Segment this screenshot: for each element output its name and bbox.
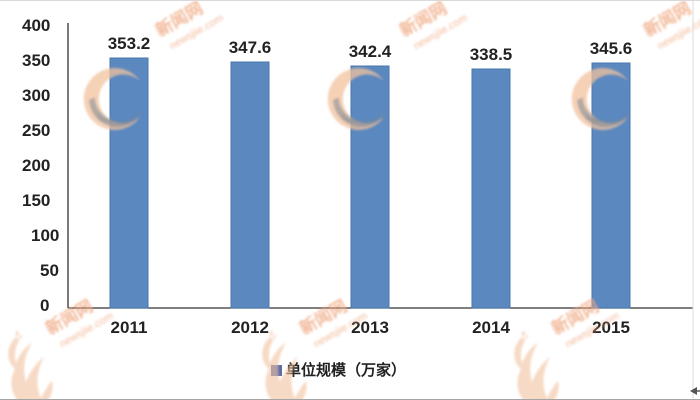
svg-text:400: 400 <box>22 16 50 35</box>
svg-text:2012: 2012 <box>231 318 269 337</box>
svg-text:353.2: 353.2 <box>108 34 151 53</box>
svg-text:2015: 2015 <box>592 318 630 337</box>
svg-text:350: 350 <box>22 51 50 70</box>
svg-text:342.4: 342.4 <box>349 42 392 61</box>
svg-text:2013: 2013 <box>351 318 389 337</box>
svg-text:345.6: 345.6 <box>590 39 633 58</box>
svg-text:347.6: 347.6 <box>229 38 272 57</box>
svg-text:0: 0 <box>40 296 49 315</box>
svg-text:338.5: 338.5 <box>470 45 513 64</box>
svg-text:50: 50 <box>40 261 59 280</box>
svg-text:150: 150 <box>22 191 50 210</box>
svg-text:单位规模（万家）: 单位规模（万家） <box>286 361 406 379</box>
svg-text:250: 250 <box>22 121 50 140</box>
svg-text:2011: 2011 <box>111 318 148 337</box>
svg-text:300: 300 <box>22 86 50 105</box>
svg-text:2014: 2014 <box>472 318 510 337</box>
svg-text:100: 100 <box>31 226 59 245</box>
svg-text:200: 200 <box>22 156 50 175</box>
